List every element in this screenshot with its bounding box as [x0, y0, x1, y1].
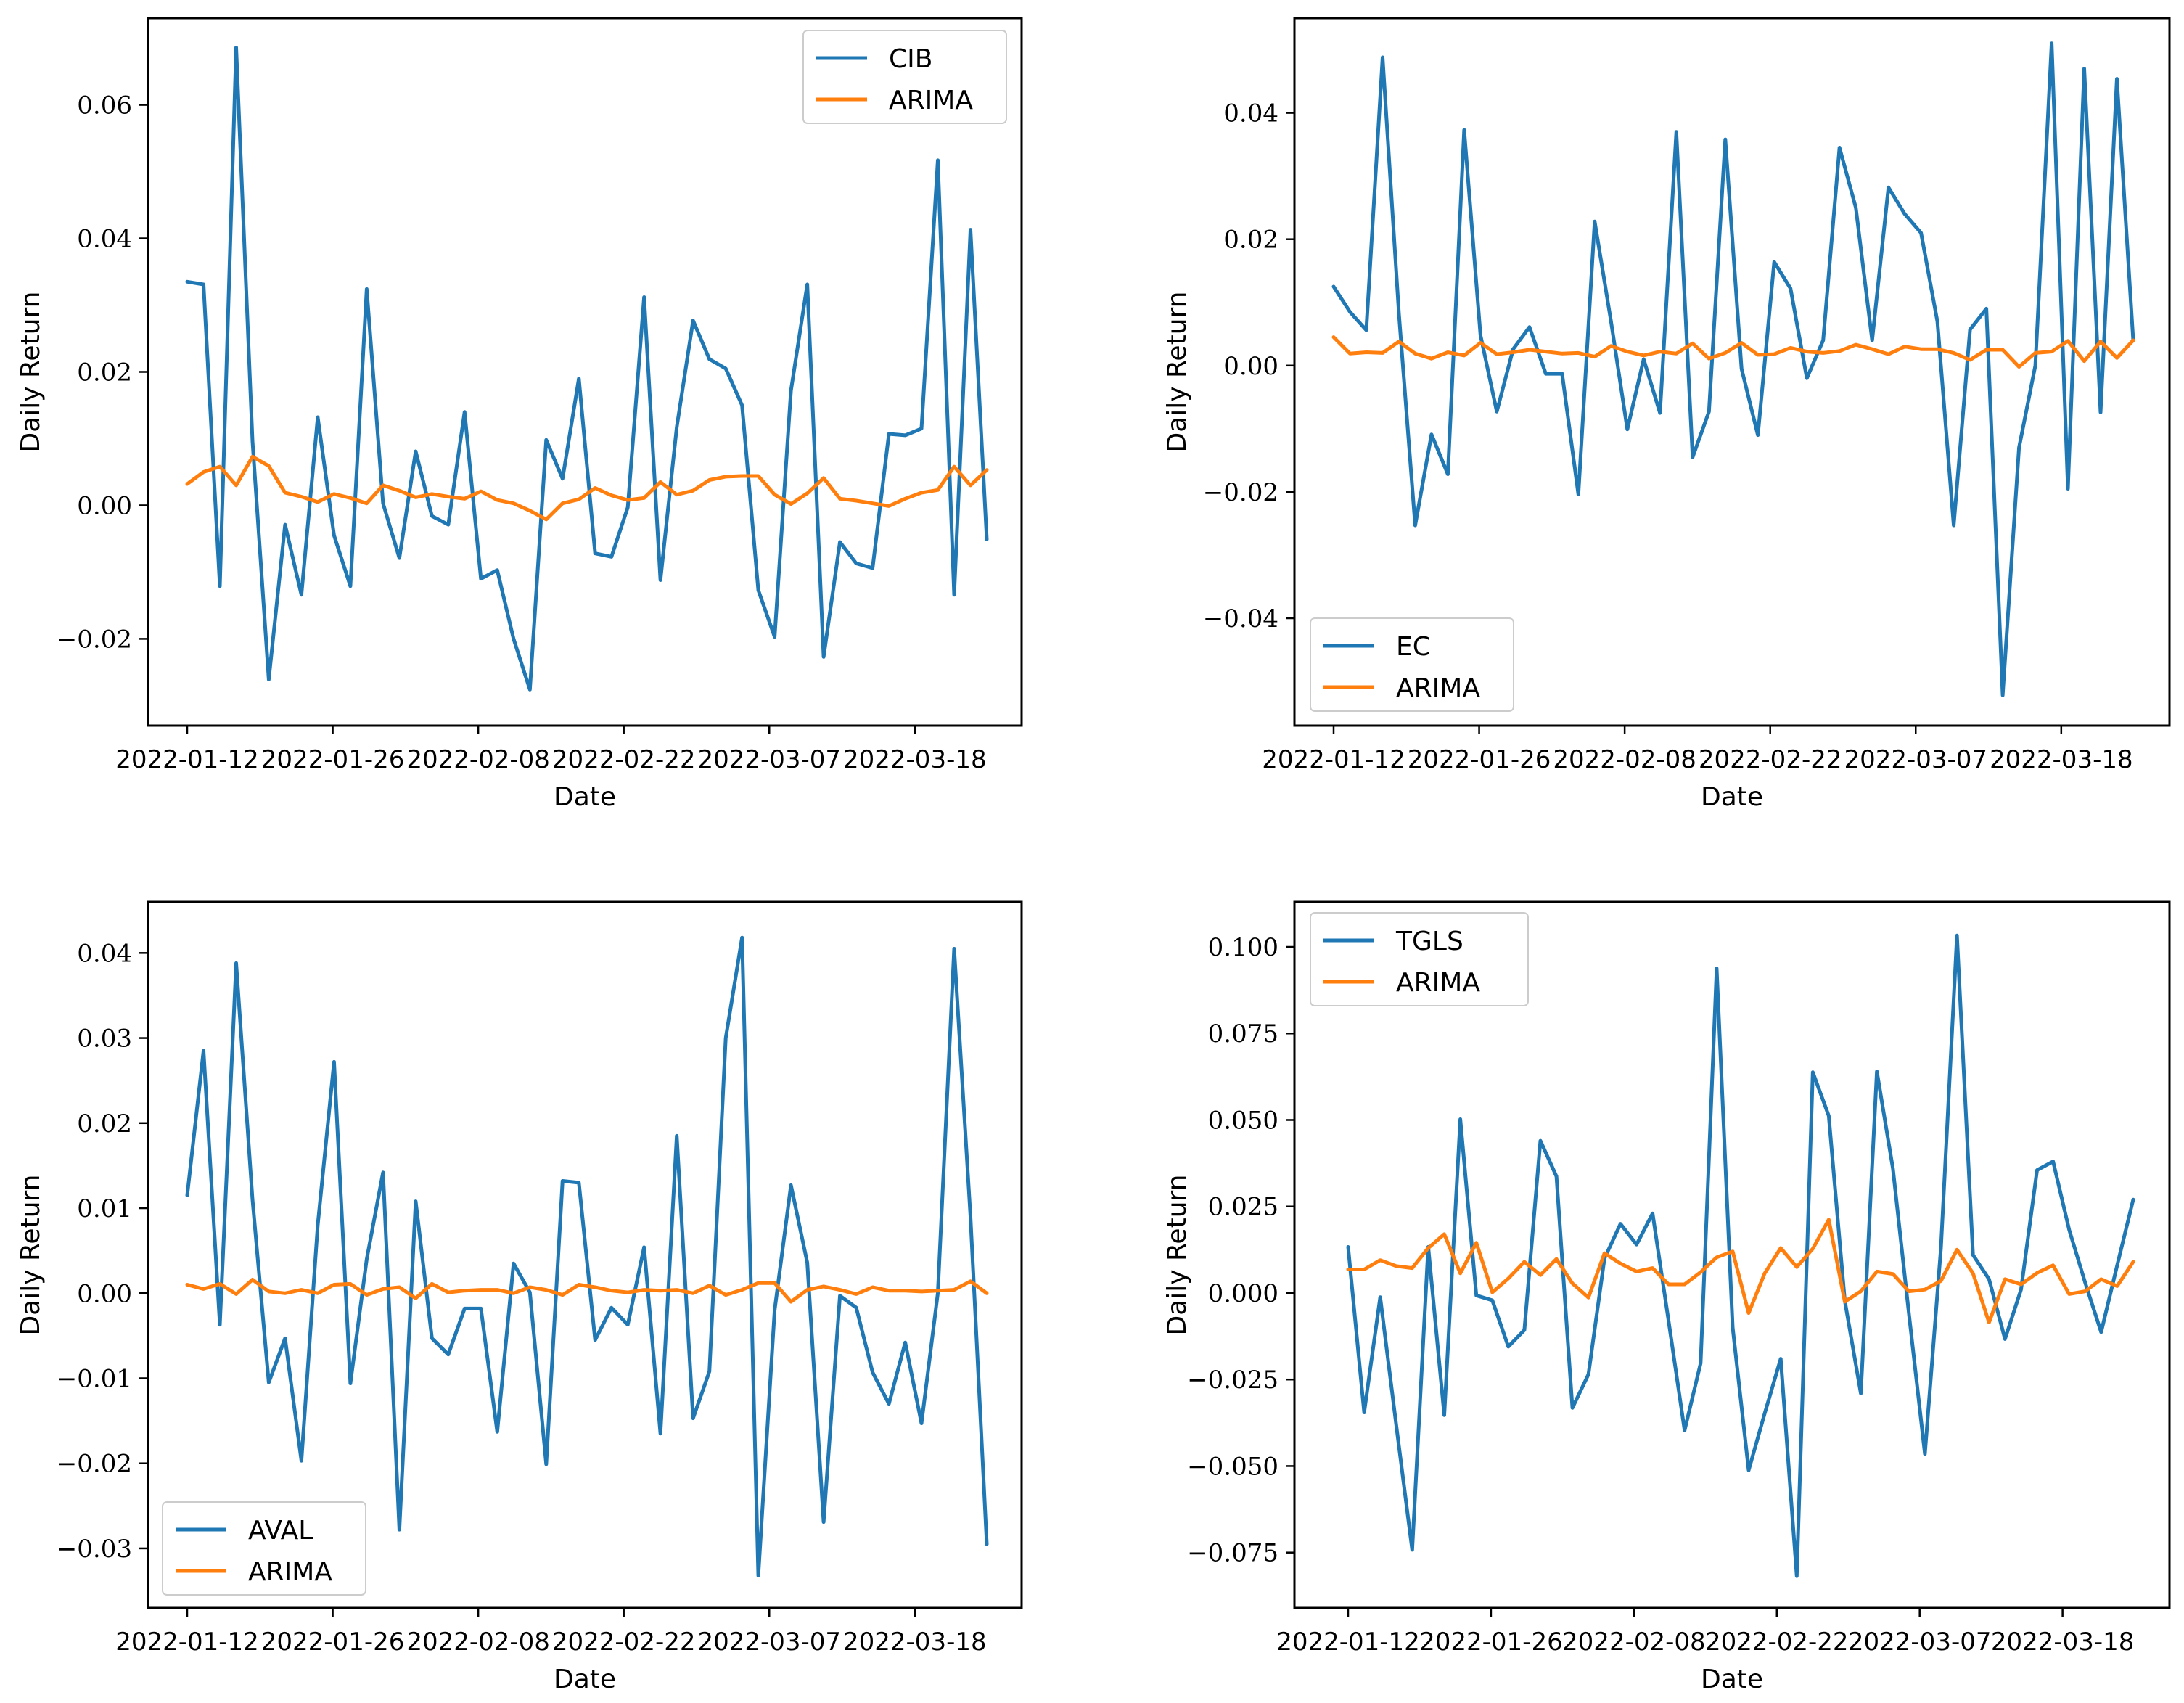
series-line-ec: [1331, 41, 2135, 697]
xtick-label: 2022-01-12: [1276, 1628, 1420, 1657]
ytick-label: 0.050: [1208, 1106, 1278, 1135]
xtick-label: 2022-02-22: [1705, 1628, 1849, 1657]
y-axis-label: Daily Return: [16, 1175, 46, 1336]
ytick-label: −0.075: [1187, 1539, 1278, 1568]
xtick-label: 2022-02-08: [1553, 745, 1696, 774]
xtick-label: 2022-03-18: [843, 745, 987, 774]
legend: CIB ARIMA: [802, 30, 1007, 124]
series-line-arima: [1331, 335, 2135, 369]
xtick-label: 2022-01-12: [115, 1628, 259, 1657]
y-axis-label: Daily Return: [1162, 292, 1192, 453]
legend: TGLS ARIMA: [1310, 912, 1529, 1006]
y-axis-label: Daily Return: [1162, 1175, 1192, 1336]
ytick-label: 0.03: [77, 1025, 132, 1054]
ytick-label: 0.000: [1208, 1279, 1278, 1308]
series-line-aval: [185, 935, 989, 1577]
x-axis-label: Date: [554, 782, 616, 812]
series-line-tgls: [1346, 933, 2135, 1578]
xtick-label: 2022-03-07: [697, 1628, 841, 1657]
ytick-label: −0.025: [1187, 1366, 1278, 1395]
ytick-label: 0.100: [1208, 933, 1278, 962]
series-line-arima: [185, 1278, 989, 1304]
ytick-label: −0.01: [57, 1364, 132, 1393]
legend-label-arima: ARIMA: [1396, 968, 1480, 998]
xtick-label: 2022-03-07: [1844, 745, 1987, 774]
series-line-arima: [185, 454, 989, 522]
xtick-label: 2022-01-26: [1419, 1628, 1563, 1657]
xtick-label: 2022-02-22: [552, 1628, 696, 1657]
xtick-label: 2022-03-07: [1848, 1628, 1992, 1657]
xtick-label: 2022-02-22: [552, 745, 696, 774]
ytick-label: 0.025: [1208, 1193, 1278, 1222]
legend-label-cib: CIB: [889, 44, 932, 74]
x-axis-label: Date: [554, 1665, 616, 1694]
ytick-label: 0.06: [77, 91, 132, 120]
xtick-label: 2022-03-07: [697, 745, 841, 774]
plot-frame: [1293, 900, 2171, 1609]
legend: AVAL ARIMA: [162, 1501, 366, 1596]
ytick-label: −0.02: [57, 625, 132, 654]
legend-label-tgls: TGLS: [1395, 927, 1463, 956]
ytick-label: 0.04: [1223, 99, 1278, 128]
ytick-label: 0.02: [77, 1109, 132, 1138]
xtick-label: 2022-03-18: [1991, 1628, 2135, 1657]
plot-frame: [147, 900, 1023, 1609]
xtick-label: 2022-01-12: [1262, 745, 1405, 774]
ytick-label: −0.02: [1203, 478, 1278, 507]
ytick-label: −0.050: [1187, 1452, 1278, 1481]
series-line-arima: [1346, 1218, 2135, 1324]
xtick-label: 2022-01-26: [261, 745, 405, 774]
legend-label-arima: ARIMA: [889, 86, 973, 115]
ytick-label: −0.04: [1203, 604, 1278, 633]
xtick-label: 2022-02-08: [1562, 1628, 1706, 1657]
legend: EC ARIMA: [1310, 617, 1514, 712]
ytick-label: −0.02: [57, 1450, 132, 1479]
xtick-label: 2022-01-26: [1408, 745, 1551, 774]
plot-frame: [147, 17, 1023, 727]
xtick-label: 2022-01-12: [115, 745, 259, 774]
legend-label-aval: AVAL: [248, 1516, 313, 1546]
chart-panel-top-left: −0.02 0.00 0.02 0.04 0.06 2022-01-12 2022-01-2…: [16, 17, 1023, 812]
legend-label-arima: ARIMA: [1396, 673, 1480, 703]
legend-label-ec: EC: [1396, 632, 1431, 662]
x-axis-label: Date: [1701, 1665, 1763, 1694]
ytick-label: 0.01: [77, 1194, 132, 1223]
chart-panel-bottom-right: −0.075 −0.050 −0.025 0.000 0.025 0.050 0.075 0.…: [1162, 900, 2171, 1694]
xtick-label: 2022-03-18: [843, 1628, 987, 1657]
ytick-label: 0.02: [77, 358, 132, 387]
ytick-label: −0.03: [57, 1535, 132, 1564]
legend-label-arima: ARIMA: [248, 1557, 332, 1587]
xtick-label: 2022-02-22: [1699, 745, 1842, 774]
series-line-cib: [185, 46, 989, 692]
ytick-label: 0.04: [77, 939, 132, 968]
ytick-label: 0.075: [1208, 1019, 1278, 1049]
ytick-label: 0.00: [77, 1279, 132, 1308]
x-axis-label: Date: [1701, 782, 1763, 812]
ytick-label: 0.00: [1223, 352, 1278, 381]
ytick-label: 0.04: [77, 225, 132, 254]
xtick-label: 2022-02-08: [406, 745, 550, 774]
ytick-label: 0.02: [1223, 226, 1278, 255]
xtick-label: 2022-01-26: [261, 1628, 405, 1657]
ytick-label: 0.00: [77, 491, 132, 520]
y-axis-label: Daily Return: [16, 292, 46, 453]
xtick-label: 2022-03-18: [1990, 745, 2133, 774]
xtick-label: 2022-02-08: [406, 1628, 550, 1657]
chart-panel-bottom-left: −0.03 −0.02 −0.01 0.00 0.01 0.02 0.03 0.04 2022-…: [16, 900, 1023, 1694]
plot-frame: [1293, 17, 2171, 727]
chart-panel-top-right: −0.04 −0.02 0.00 0.02 0.04 2022-01-12 2022-01-…: [1162, 17, 2171, 812]
